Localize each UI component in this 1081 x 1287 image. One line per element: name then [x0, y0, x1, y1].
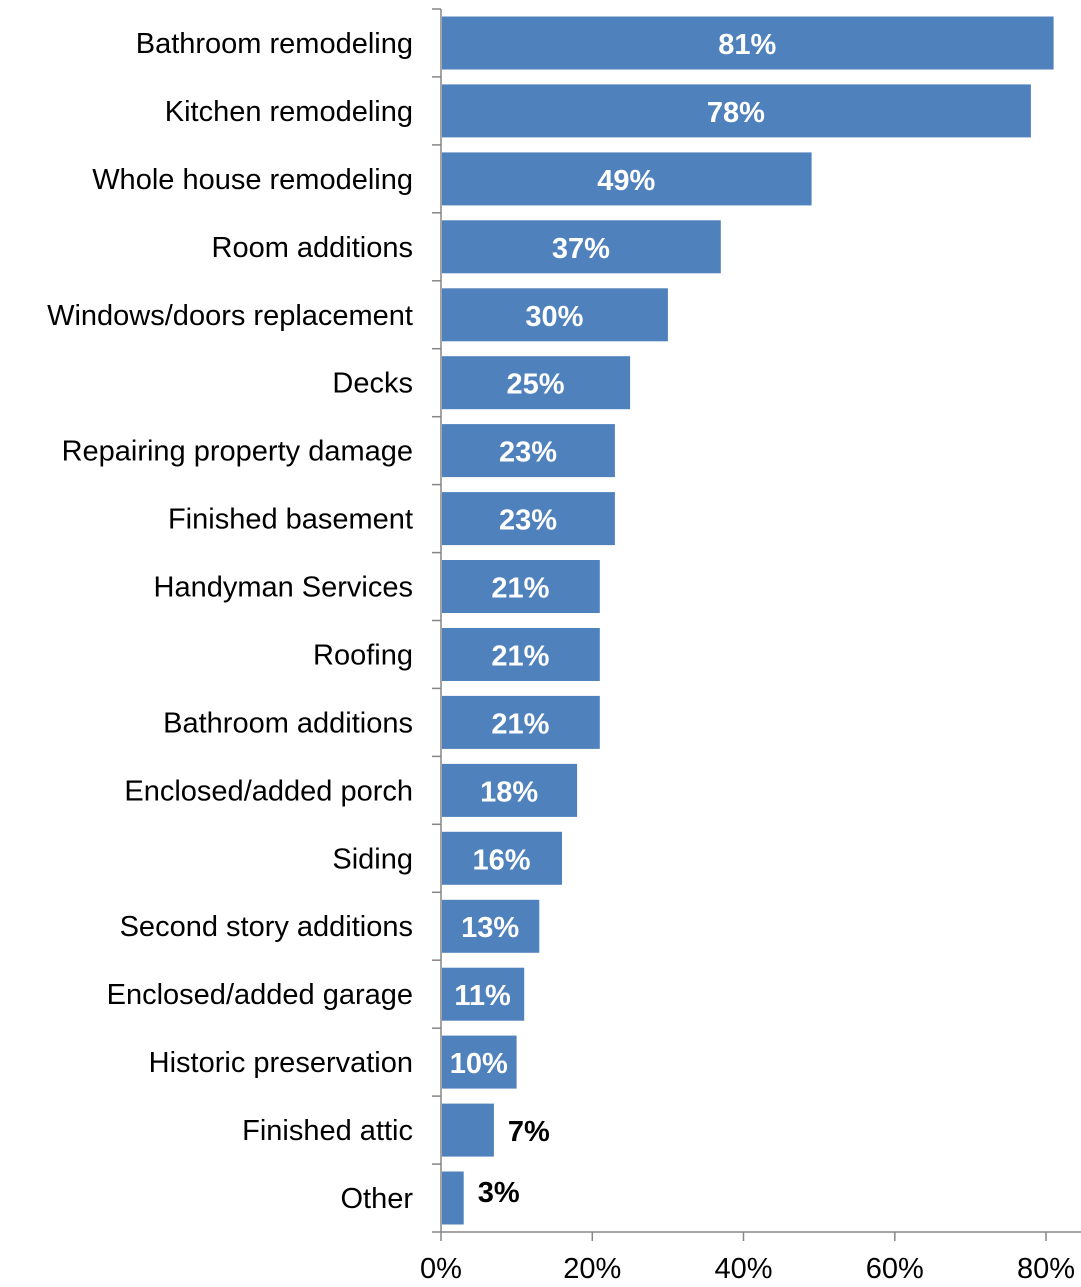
category-label: Other — [340, 1183, 413, 1215]
data-label: 18% — [480, 776, 538, 808]
data-label: 16% — [472, 844, 530, 876]
category-label: Whole house remodeling — [92, 164, 413, 196]
bar — [442, 831, 562, 885]
category-label: Bathroom remodeling — [136, 28, 413, 60]
x-tick-label: 20% — [563, 1253, 621, 1285]
bar — [442, 695, 600, 749]
x-tick-label: 80% — [1017, 1253, 1075, 1285]
data-label: 49% — [597, 165, 655, 197]
bar — [442, 356, 631, 410]
bar — [442, 152, 812, 206]
data-label: 21% — [491, 573, 549, 605]
category-label: Finished basement — [168, 504, 413, 536]
category-label: Second story additions — [120, 911, 413, 943]
category-label: Room additions — [212, 232, 414, 264]
category-label: Roofing — [313, 640, 413, 672]
data-label: 25% — [506, 369, 564, 401]
bar — [442, 220, 721, 274]
bar — [442, 560, 600, 613]
bar — [442, 84, 1031, 138]
data-label: 10% — [450, 1048, 508, 1080]
data-label: 23% — [499, 505, 557, 537]
bars-layer — [442, 16, 1054, 1225]
category-label: Finished attic — [242, 1115, 413, 1147]
bar — [442, 16, 1054, 70]
bar — [442, 967, 525, 1021]
category-label: Enclosed/added garage — [107, 979, 413, 1011]
category-label: Repairing property damage — [62, 436, 413, 468]
bar — [442, 1035, 517, 1089]
labels-layer: Bathroom remodeling 81% Kitchen remodeling… — [47, 28, 776, 1215]
data-label: 37% — [552, 233, 610, 265]
data-label: 7% — [508, 1116, 550, 1148]
data-label: 13% — [461, 912, 519, 944]
data-label: 21% — [491, 641, 549, 673]
bar — [442, 1103, 494, 1157]
category-label: Siding — [332, 843, 413, 875]
bar — [442, 492, 615, 546]
x-tick-label: 60% — [866, 1253, 924, 1285]
bar — [442, 899, 540, 953]
category-label: Handyman Services — [154, 572, 414, 604]
data-label: 78% — [707, 97, 765, 129]
data-label: 11% — [454, 980, 511, 1012]
data-label: 30% — [525, 301, 583, 333]
axes: 0% 20% 40% 60% 80% — [420, 8, 1081, 1285]
bar — [442, 1171, 464, 1225]
data-label: 3% — [478, 1177, 520, 1209]
bar — [442, 763, 578, 817]
x-tick-label: 40% — [714, 1253, 772, 1285]
bar — [442, 288, 668, 342]
category-label: Decks — [332, 368, 413, 400]
data-label: 23% — [499, 437, 557, 469]
x-tick-label: 0% — [420, 1253, 462, 1285]
bar — [442, 424, 615, 478]
data-label: 81% — [718, 29, 776, 61]
category-label: Windows/doors replacement — [47, 300, 413, 332]
category-label: Enclosed/added porch — [124, 775, 413, 807]
bar — [442, 628, 600, 681]
category-label: Kitchen remodeling — [165, 96, 413, 128]
data-label: 21% — [491, 708, 549, 740]
category-label: Bathroom additions — [163, 707, 413, 739]
category-label: Historic preservation — [149, 1047, 413, 1079]
